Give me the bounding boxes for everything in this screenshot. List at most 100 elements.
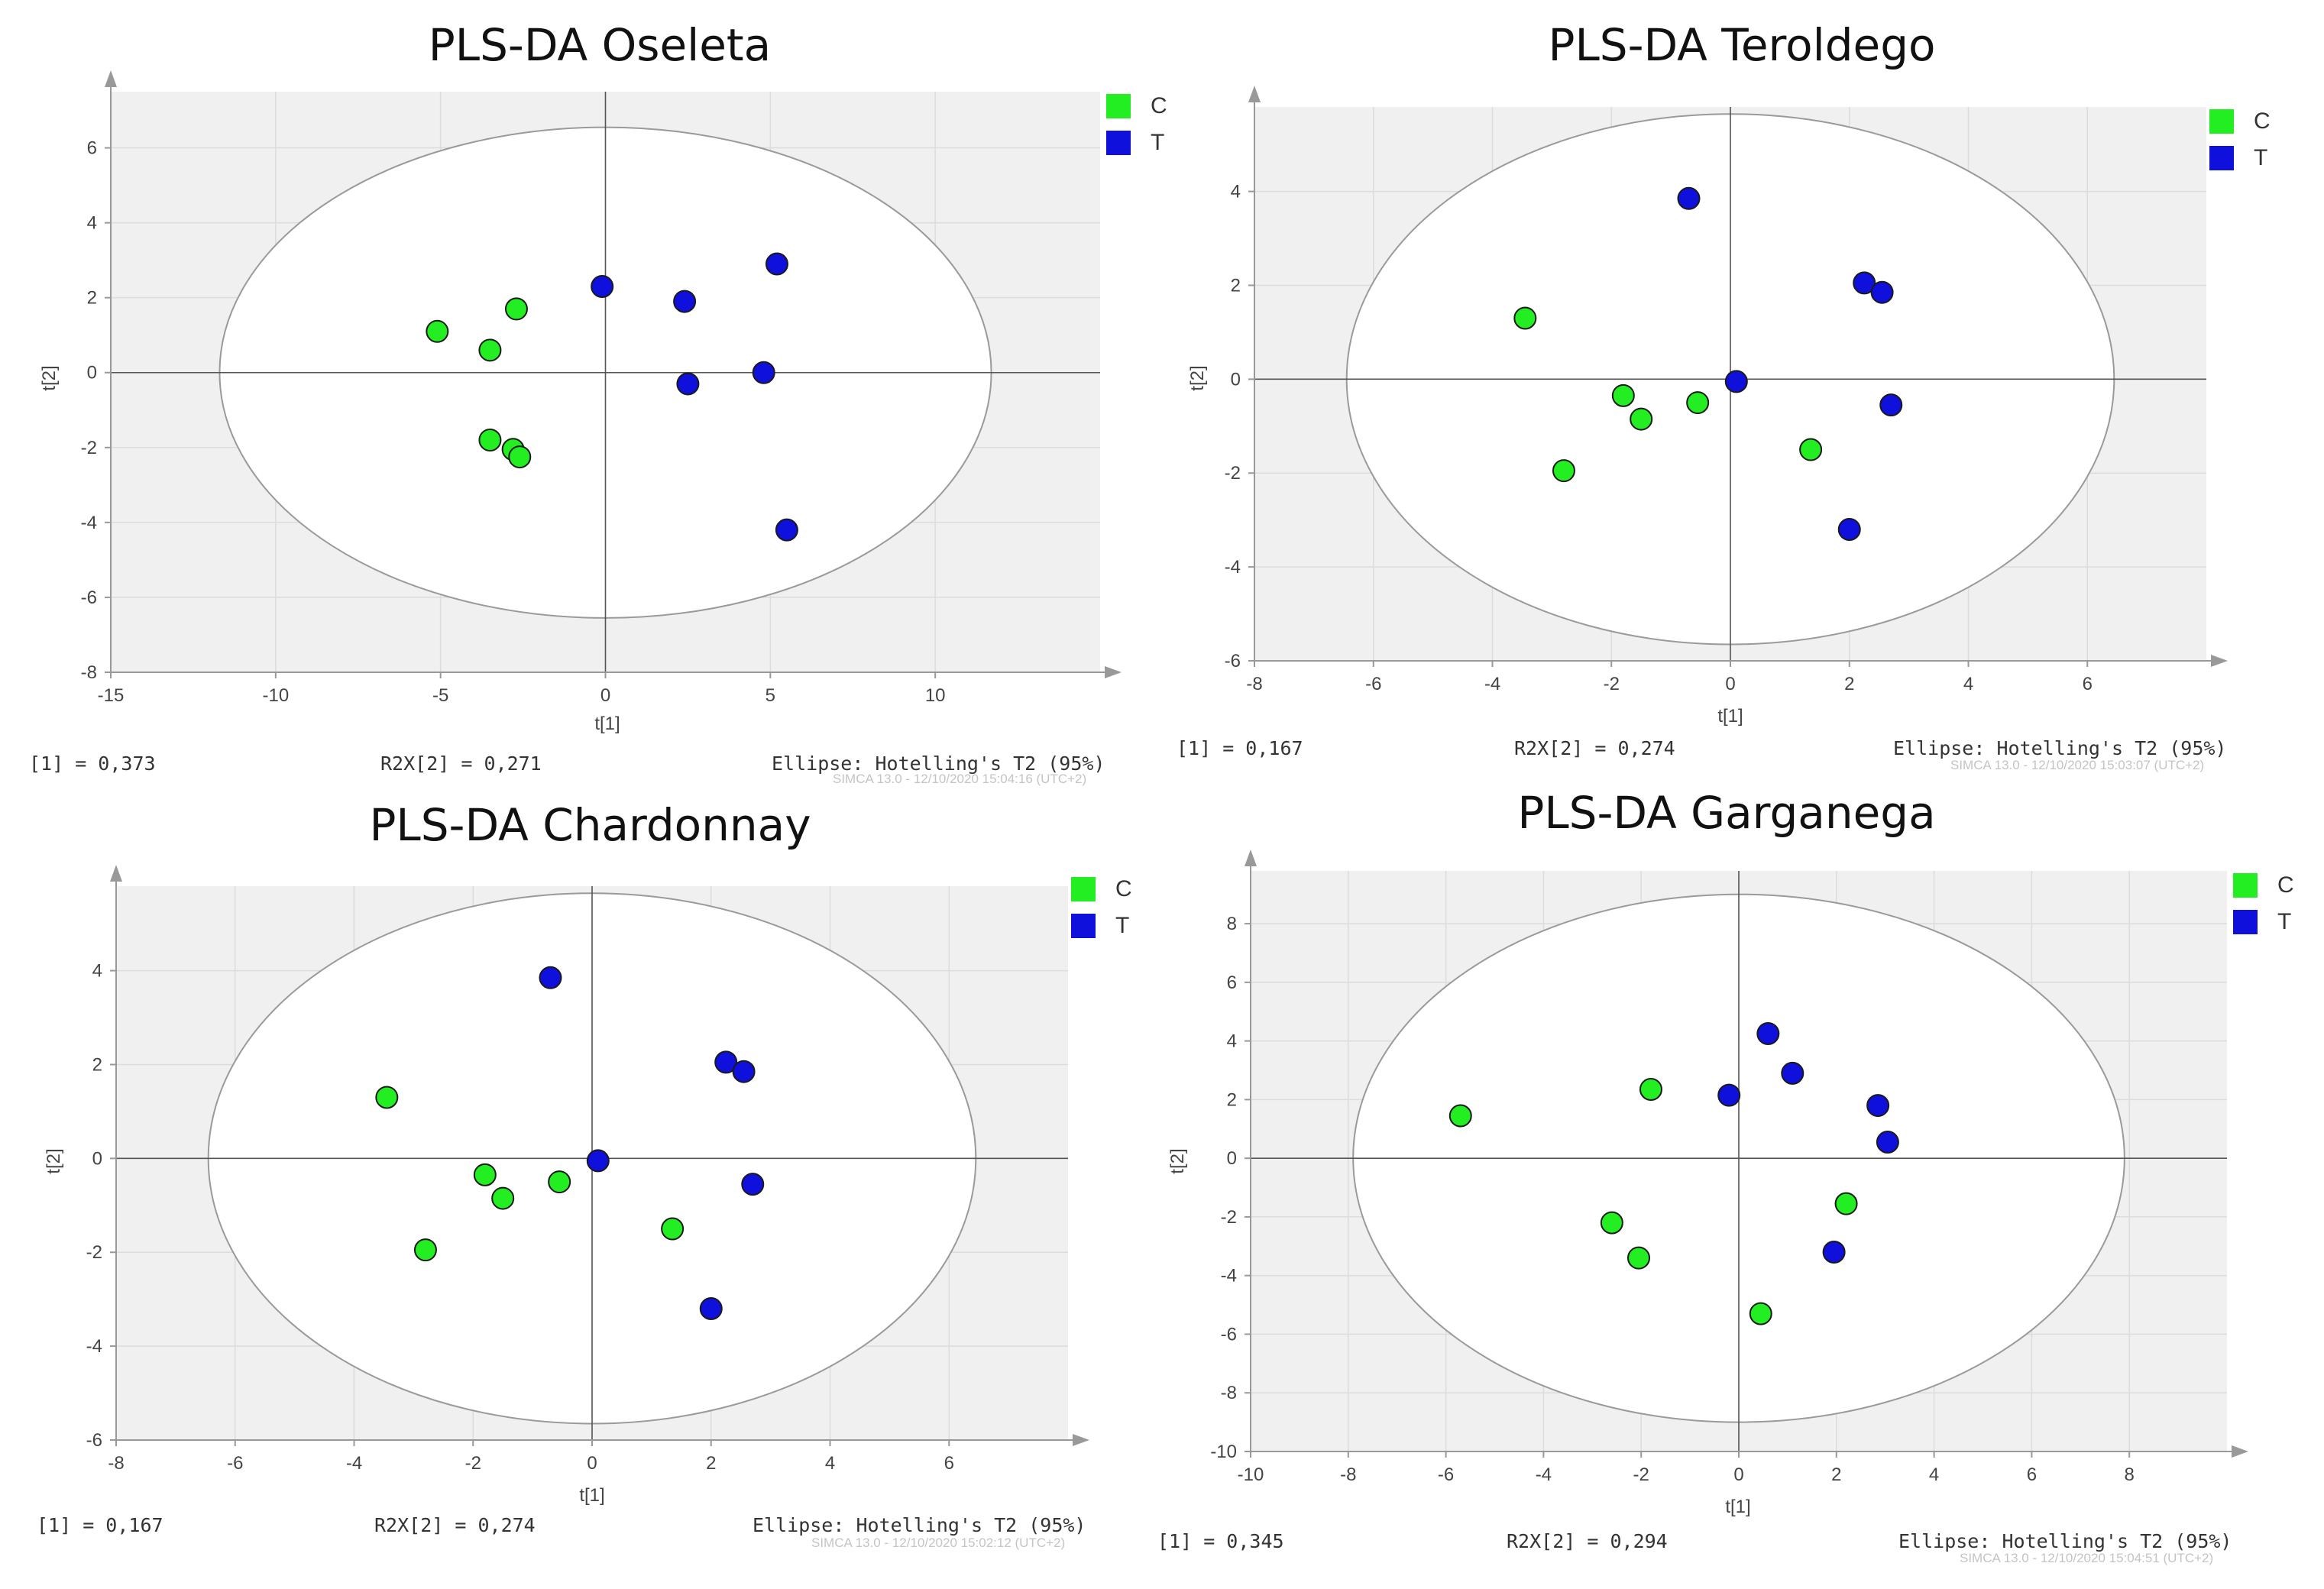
x-tick-label: 5 — [765, 685, 775, 706]
y-tick-label: 0 — [1231, 369, 1241, 390]
data-point-c — [1600, 1211, 1623, 1235]
x-tick-label: -4 — [1484, 674, 1500, 694]
x-tick-label: 10 — [925, 685, 946, 706]
y-tick-label: 4 — [1231, 182, 1241, 202]
data-point-t — [1677, 186, 1701, 210]
y-tick-label: 8 — [1227, 914, 1237, 934]
chart-title: PLS-DA Garganega — [1517, 787, 1936, 839]
data-point-c — [478, 338, 502, 362]
stat-r2x1: [1] = 0,167 — [37, 1514, 163, 1536]
data-point-t — [1876, 1131, 1899, 1154]
data-point-t — [586, 1149, 610, 1173]
data-point-t — [1756, 1022, 1780, 1046]
stat-r2x1: [1] = 0,345 — [1157, 1530, 1284, 1552]
x-axis-arrow — [2232, 1445, 2248, 1458]
y-tick-label: 2 — [1227, 1089, 1237, 1110]
y-tick-label: 4 — [87, 213, 97, 234]
x-axis-label: t[1] — [1717, 706, 1743, 727]
x-tick-label: 0 — [587, 1453, 597, 1474]
data-point-t — [591, 274, 614, 298]
legend-item-t: T — [2233, 904, 2294, 940]
data-point-c — [473, 1163, 497, 1186]
y-tick-label: -4 — [86, 1336, 102, 1357]
y-tick-label: -6 — [81, 587, 97, 608]
data-point-c — [413, 1238, 437, 1262]
data-point-c — [1799, 438, 1823, 461]
x-axis-label: t[1] — [579, 1485, 604, 1506]
simca-stamp: SIMCA 13.0 - 12/10/2020 15:03:07 (UTC+2) — [1950, 758, 2205, 772]
data-point-t — [765, 252, 788, 276]
x-tick-label: -4 — [346, 1453, 362, 1474]
data-point-t — [775, 518, 798, 542]
panel-garganega: PLS-DA Garganega -10 -8 -6 -4 -2 0 2 4 6 8 -10 -8 -6… — [1157, 787, 2324, 1589]
legend: C T — [1106, 88, 1167, 161]
y-axis-label: t[2] — [1167, 1148, 1188, 1173]
y-tick-label: -2 — [86, 1242, 102, 1263]
legend-swatch-t — [2209, 146, 2234, 170]
data-point-c — [1630, 407, 1653, 431]
y-tick-label: 4 — [92, 961, 102, 982]
stat-r2x1: [1] = 0,373 — [29, 752, 156, 775]
y-axis-arrow — [1248, 86, 1261, 102]
y-tick-label: -4 — [1225, 557, 1241, 578]
data-point-c — [1627, 1246, 1651, 1270]
y-tick-label: 4 — [1227, 1031, 1237, 1052]
ellipse-label: Ellipse: Hotelling's T2 (95%) — [1893, 737, 2227, 759]
legend-label-t: T — [2254, 145, 2268, 170]
y-tick-label: -4 — [81, 513, 97, 533]
ellipse-label: Ellipse: Hotelling's T2 (95%) — [772, 752, 1105, 775]
ellipse-label: Ellipse: Hotelling's T2 (95%) — [1898, 1530, 2232, 1552]
chart-title: PLS-DA Teroldego — [1548, 19, 1936, 71]
x-tick-label: -6 — [227, 1453, 243, 1474]
y-tick-label: 2 — [1231, 275, 1241, 296]
x-tick-label: -6 — [1438, 1464, 1454, 1485]
scatter-plot-garganega: -10 -8 -6 -4 -2 0 2 4 6 8 -10 -8 -6 -4 -2 0 2 4 6 8 t[1] t[2] — [1167, 850, 2248, 1517]
x-tick-label: 4 — [1929, 1464, 1939, 1485]
legend-item-c: C — [1106, 88, 1167, 125]
data-point-t — [1879, 393, 1903, 417]
x-tick-label: -10 — [262, 685, 289, 706]
stat-r2x2: R2X[2] = 0,271 — [380, 752, 542, 775]
x-tick-label: -5 — [432, 685, 448, 706]
x-tick-label: -15 — [98, 685, 125, 706]
legend-swatch-t — [1071, 914, 1096, 938]
data-point-c — [491, 1186, 515, 1210]
legend-label-c: C — [2254, 108, 2271, 134]
y-tick-label: -2 — [81, 438, 97, 458]
x-tick-label: -10 — [1238, 1464, 1264, 1485]
x-tick-label: -4 — [1536, 1464, 1552, 1485]
simca-stamp: SIMCA 13.0 - 12/10/2020 15:02:12 (UTC+2) — [811, 1536, 1066, 1550]
y-tick-label: 0 — [87, 363, 97, 383]
y-tick-label: 0 — [92, 1148, 102, 1169]
x-tick-label: 4 — [825, 1453, 835, 1474]
legend: C T — [2233, 867, 2294, 940]
legend-label-t: T — [1115, 913, 1130, 938]
legend-item-c: C — [2233, 867, 2294, 904]
y-axis-label: t[2] — [44, 1148, 64, 1173]
legend-item-t: T — [1106, 125, 1167, 161]
data-point-t — [676, 372, 700, 396]
legend-label-c: C — [1151, 93, 1167, 118]
simca-stamp: SIMCA 13.0 - 12/10/2020 15:04:51 (UTC+2) — [1960, 1551, 2214, 1565]
x-tick-label: 6 — [2083, 674, 2093, 694]
legend: C T — [2209, 103, 2271, 176]
legend-label-c: C — [1115, 876, 1132, 901]
data-point-t — [1870, 280, 1894, 304]
data-point-c — [661, 1217, 685, 1241]
y-tick-label: -8 — [1221, 1383, 1237, 1403]
data-point-t — [714, 1050, 738, 1074]
data-point-t — [732, 1060, 756, 1083]
x-tick-label: -2 — [1604, 674, 1620, 694]
x-axis-label: t[1] — [594, 714, 620, 734]
stat-r2x2: R2X[2] = 0,274 — [1514, 737, 1675, 759]
y-tick-label: 2 — [92, 1054, 102, 1075]
x-tick-label: 4 — [1963, 674, 1973, 694]
y-axis-label: t[2] — [1187, 365, 1208, 390]
data-point-t — [699, 1296, 723, 1320]
y-axis-label: t[2] — [39, 365, 60, 390]
x-axis-arrow — [1105, 666, 1122, 678]
panel-oseleta: PLS-DA Oseleta -15 -10 -5 0 5 10 -8 -6 -4 -2 0 2 4 6 t… — [0, 0, 1169, 787]
y-tick-label: -6 — [1221, 1324, 1237, 1345]
stat-r2x2: R2X[2] = 0,274 — [374, 1514, 536, 1536]
legend-item-t: T — [2209, 140, 2271, 176]
